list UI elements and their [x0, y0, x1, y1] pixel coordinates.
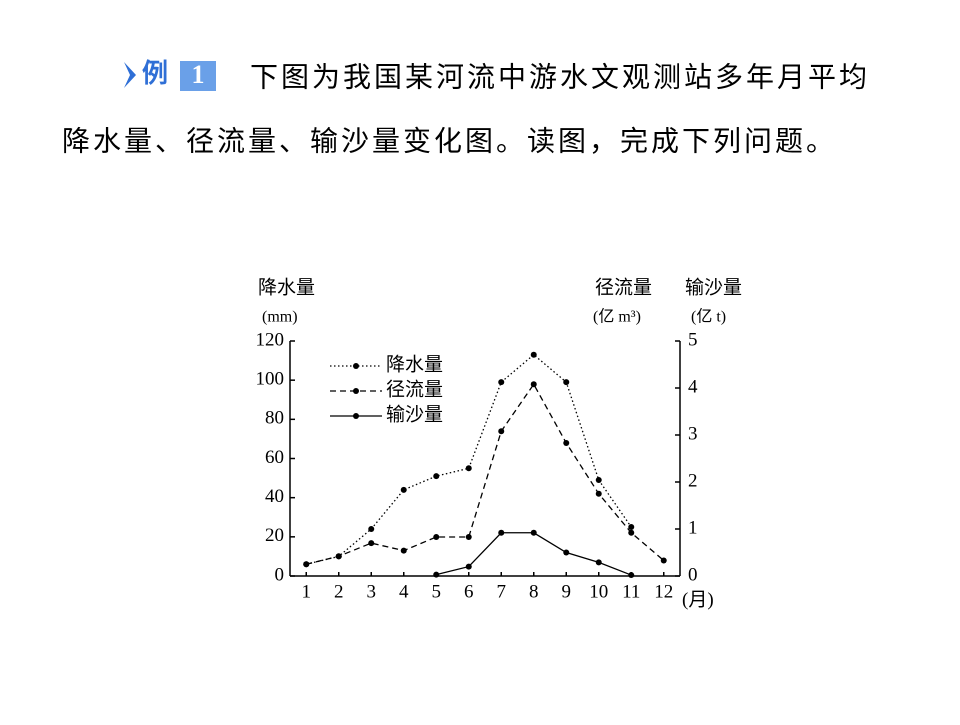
data-point	[498, 529, 505, 536]
x-tick-label: 12	[654, 581, 673, 602]
y-tick-label: 0	[275, 564, 285, 585]
text-line: 下图为我国某河流中游水文观测站多年月平均	[250, 61, 870, 93]
data-point	[368, 526, 375, 532]
y2-tick-label: 0	[688, 564, 698, 585]
y2-tick-label: 1	[688, 517, 698, 538]
y2-axis-label: 径流量	[595, 276, 652, 298]
legend-label: 输沙量	[386, 403, 443, 425]
data-point	[498, 379, 505, 386]
data-point	[530, 351, 537, 358]
data-point	[628, 524, 635, 531]
x-tick-label: 1	[302, 581, 312, 602]
y2-tick-label: 5	[688, 329, 698, 350]
y-tick-label: 120	[256, 329, 285, 350]
series-line	[306, 383, 665, 565]
y-tick-label: 20	[265, 525, 284, 546]
y2-axis-unit: (亿 m³)	[593, 308, 641, 326]
data-point	[530, 529, 537, 536]
data-point	[335, 553, 342, 560]
y-tick-label: 80	[265, 408, 284, 429]
series-line	[306, 353, 632, 565]
x-axis-label: (月)	[682, 589, 714, 610]
legend-marker	[353, 388, 359, 394]
data-point	[498, 428, 505, 435]
data-point	[368, 540, 375, 547]
x-tick-label: 6	[464, 581, 474, 602]
x-tick-label: 7	[497, 581, 507, 602]
x-tick-label: 4	[399, 581, 409, 602]
data-point	[433, 571, 440, 578]
data-point	[595, 490, 602, 497]
y2-tick-label: 3	[688, 423, 698, 444]
x-tick-label: 10	[589, 581, 608, 602]
y-tick-label: 60	[265, 447, 284, 468]
x-tick-label: 3	[367, 581, 377, 602]
legend-marker	[353, 363, 359, 369]
data-point	[595, 559, 602, 566]
data-point	[628, 572, 635, 579]
x-tick-label: 11	[622, 581, 640, 602]
y2-tick-label: 4	[688, 376, 698, 397]
y2-tick-label: 2	[688, 470, 698, 491]
data-point	[530, 381, 537, 388]
series-line	[436, 532, 632, 576]
badge-arrow	[124, 62, 136, 88]
legend-marker	[353, 413, 359, 419]
y-tick-label: 40	[265, 486, 284, 507]
data-point	[303, 561, 310, 568]
data-point	[465, 563, 472, 570]
data-point	[595, 477, 602, 484]
y-tick-label: 100	[256, 369, 285, 390]
legend-label: 降水量	[386, 353, 443, 375]
x-tick-label: 2	[334, 581, 344, 602]
data-point	[628, 529, 635, 536]
data-point	[433, 473, 440, 480]
text-line: 降水量、径流量、输沙量变化图。读图，完成下列问题。	[62, 125, 837, 157]
data-point	[465, 533, 472, 540]
x-tick-label: 8	[529, 581, 539, 602]
data-point	[660, 557, 667, 564]
data-point	[433, 533, 440, 540]
badge: 例	[142, 59, 168, 88]
y2-axis-label: 输沙量	[685, 276, 742, 298]
x-tick-label: 5	[432, 581, 442, 602]
badge-num: 1	[192, 60, 205, 89]
data-point	[563, 379, 570, 386]
y-axis-label: 降水量	[258, 276, 315, 298]
y2-axis-unit: (亿 t)	[691, 308, 726, 326]
data-point	[400, 547, 407, 554]
data-point	[563, 549, 570, 556]
data-point	[465, 465, 472, 472]
y-axis-unit: (mm)	[262, 309, 298, 326]
data-point	[563, 439, 570, 446]
badge-box	[180, 61, 216, 91]
data-point	[400, 486, 407, 493]
legend-label: 径流量	[386, 378, 443, 400]
x-tick-label: 9	[562, 581, 572, 602]
